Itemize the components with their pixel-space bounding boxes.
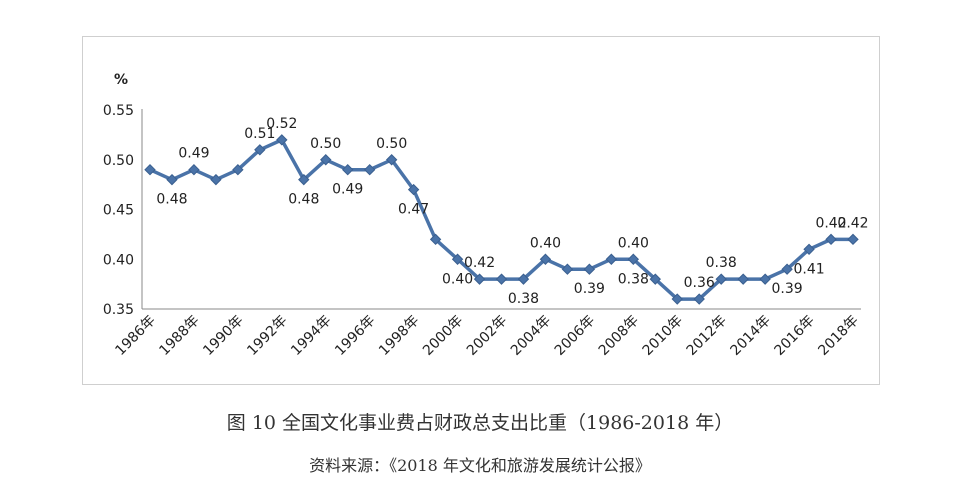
data-point [298, 173, 310, 186]
data-point [561, 263, 574, 275]
data-point [232, 163, 244, 176]
data-point [627, 253, 640, 265]
data-label: 0.47 [398, 202, 429, 218]
data-point [320, 154, 332, 166]
x-tick-label: 2008年 [596, 313, 642, 359]
data-label: 0.39 [574, 281, 605, 297]
x-tick-label: 2002年 [464, 313, 510, 359]
x-tick-label: 1996年 [332, 313, 378, 359]
data-label: 0.48 [288, 192, 319, 208]
data-label: 0.40 [618, 235, 649, 251]
y-tick-label: 0.50 [103, 153, 134, 169]
data-label: 0.42 [815, 215, 846, 231]
data-point [781, 263, 793, 275]
x-tick-label: 1990年 [200, 313, 246, 359]
data-point [847, 233, 859, 246]
data-point [407, 183, 420, 196]
data-label: 0.40 [442, 271, 473, 287]
data-point [539, 253, 552, 265]
data-point [605, 253, 618, 265]
data-label: 0.52 [266, 116, 297, 132]
figure-caption: 图 10 全国文化事业费占财政总支出比重（1986-2018 年） [226, 412, 734, 434]
data-point [759, 273, 771, 285]
data-label: 0.49 [178, 146, 209, 162]
y-unit-label: % [114, 72, 128, 88]
chart-frame: % 0.35 0.40 0.45 0.50 0.55 1986年 1988年 1990年 1992… [82, 36, 880, 385]
x-tick-label: 2010年 [640, 313, 686, 359]
data-label: 0.50 [376, 136, 407, 152]
data-point [254, 144, 266, 156]
line-chart: % 0.35 0.40 0.45 0.50 0.55 1986年1988年1990年1992… [103, 72, 869, 359]
data-label: 0.42 [464, 255, 495, 271]
data-point [429, 233, 442, 246]
data-label: 0.38 [508, 291, 539, 307]
data-point [451, 253, 464, 265]
data-point [363, 163, 376, 176]
x-tick-label: 2004年 [508, 313, 554, 359]
data-label: 0.38 [706, 255, 737, 271]
data-point [737, 273, 749, 285]
y-tick-label: 0.35 [103, 302, 134, 318]
data-point [210, 173, 222, 186]
data-label: 0.36 [684, 275, 715, 291]
data-label: 0.39 [772, 281, 803, 297]
x-tick-label: 1988年 [156, 313, 202, 359]
source-note: 资料来源：《2018 年文化和旅游发展统计公报》 [309, 456, 651, 475]
data-label: 0.40 [530, 235, 561, 251]
data-point [693, 293, 705, 305]
data-point [385, 154, 398, 166]
data-label: 0.41 [793, 261, 824, 277]
x-tick-label: 2016年 [771, 313, 817, 359]
data-point [188, 163, 200, 176]
data-label: 0.49 [332, 182, 363, 198]
x-tick-label: 1992年 [244, 313, 290, 359]
x-tick-label: 1986年 [112, 313, 158, 359]
data-point [166, 173, 178, 186]
data-point [583, 263, 596, 275]
y-tick-label: 0.55 [103, 103, 134, 119]
data-point [276, 134, 288, 146]
x-tick-label: 2018年 [815, 313, 861, 359]
data-point [671, 293, 683, 305]
x-tick-label: 2012年 [684, 313, 730, 359]
data-label: 0.42 [837, 215, 868, 231]
data-point [342, 163, 354, 176]
data-label: 0.38 [618, 271, 649, 287]
data-point [803, 243, 815, 256]
data-point [495, 273, 508, 285]
x-tick-label: 2006年 [552, 313, 598, 359]
data-point [473, 273, 486, 285]
x-tick-label: 2000年 [420, 313, 466, 359]
x-tick-label: 1994年 [288, 313, 334, 359]
data-point [144, 163, 156, 176]
x-tick-label: 2014年 [728, 313, 774, 359]
data-point [649, 273, 661, 285]
data-point [715, 273, 727, 285]
y-tick-label: 0.40 [103, 252, 134, 268]
y-tick-label: 0.45 [103, 203, 134, 219]
data-label: 0.51 [244, 126, 275, 142]
data-point [825, 233, 837, 246]
data-point [517, 273, 530, 285]
data-label: 0.50 [310, 136, 341, 152]
x-tick-label: 1998年 [376, 313, 422, 359]
data-label: 0.48 [156, 192, 187, 208]
